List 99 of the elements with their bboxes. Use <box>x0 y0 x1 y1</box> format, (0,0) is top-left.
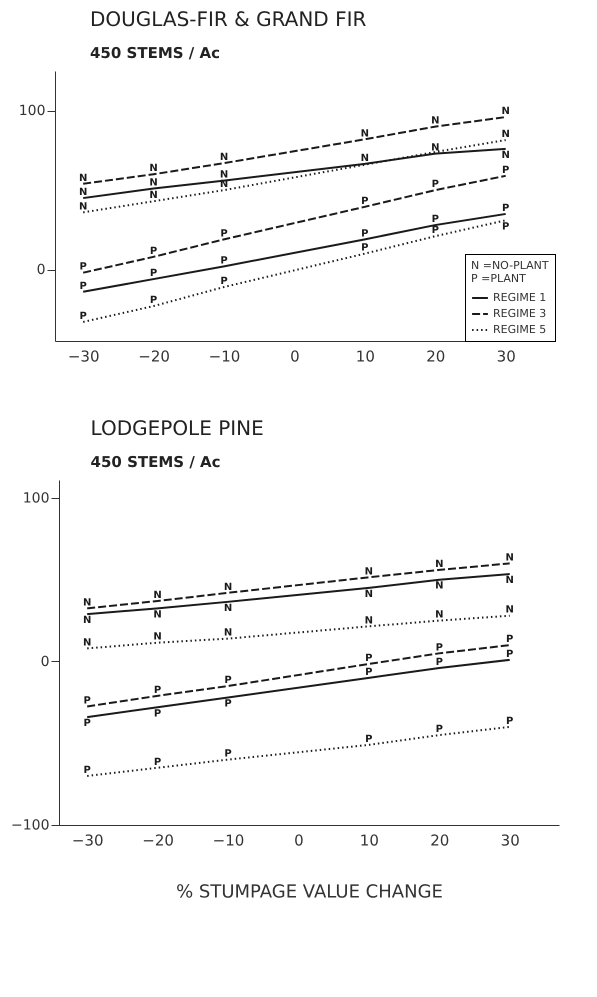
x-tick-label: −20 <box>138 348 170 366</box>
annotation: P <box>502 202 510 214</box>
annotation: N <box>153 609 162 620</box>
x-tick-label: 30 <box>496 348 516 366</box>
annotation: N <box>149 190 158 202</box>
x-tick-label: 30 <box>500 832 520 850</box>
annotation: P <box>150 295 158 306</box>
chart-title: DOUGLAS-FIR & GRAND FIR <box>90 7 366 31</box>
annotation: N <box>431 142 440 154</box>
annotation: P <box>502 221 510 232</box>
annotation: N <box>360 128 370 140</box>
annotation: P <box>361 242 369 254</box>
annotation: P <box>365 734 373 745</box>
x-tick-label: 10 <box>360 832 379 850</box>
annotation: P <box>361 228 369 240</box>
annotation: N <box>82 637 92 648</box>
chart-subtitle: 450 STEMS / Ac <box>90 453 221 471</box>
annotation: P <box>83 764 91 776</box>
annotation: P <box>506 648 514 660</box>
annotation: N <box>502 106 510 118</box>
annotation: N <box>506 604 514 616</box>
x-tick-label: −10 <box>212 832 244 850</box>
annotation: N <box>364 615 374 626</box>
annotation: N <box>153 632 162 643</box>
annotation: N <box>435 558 444 570</box>
annotation: P <box>154 708 162 720</box>
annotation: P <box>79 262 87 273</box>
x-tick-label: −30 <box>72 832 104 850</box>
chart-title: LODGEPOLE PINE <box>90 416 264 440</box>
annotation: N <box>82 615 92 626</box>
annotation: N <box>435 580 444 592</box>
annotation: P <box>506 716 514 727</box>
annotation: P <box>432 179 439 190</box>
annotation: P <box>361 196 369 207</box>
x-axis-title: % STUMPAGE VALUE CHANGE <box>176 882 443 902</box>
legend-label: REGIME 1 <box>493 291 546 304</box>
annotation: P <box>224 675 232 686</box>
annotation: N <box>149 163 158 174</box>
x-tick-label: 0 <box>290 348 300 366</box>
annotation: N <box>506 575 514 586</box>
annotation: N <box>149 178 158 189</box>
x-tick-label: 20 <box>426 348 446 366</box>
annotation: N <box>220 170 228 181</box>
annotation: N <box>506 552 514 564</box>
x-tick-label: 0 <box>294 832 304 850</box>
annotation: P <box>79 280 87 292</box>
annotation: P <box>436 642 443 654</box>
annotation: P <box>432 225 439 236</box>
chart-subtitle: 450 STEMS / Ac <box>90 44 220 62</box>
annotation: P <box>220 228 228 240</box>
annotation: N <box>360 152 370 164</box>
legend-label: REGIME 5 <box>493 323 546 336</box>
y-tick-label: 0 <box>40 654 50 670</box>
annotation: P <box>220 276 228 287</box>
annotation: N <box>364 588 374 600</box>
annotation: P <box>224 698 232 710</box>
x-tick-label: 10 <box>356 348 375 366</box>
x-tick-label: −30 <box>68 348 100 366</box>
x-tick-label: −20 <box>142 832 174 850</box>
annotation: N <box>224 602 232 614</box>
annotation: P <box>83 718 91 730</box>
annotation: P <box>150 268 158 280</box>
line-series <box>86 726 511 777</box>
annotation: N <box>224 582 232 593</box>
legend-label: REGIME 3 <box>493 307 546 320</box>
annotation: P <box>506 634 514 646</box>
y-tick-label: 100 <box>22 490 50 506</box>
x-tick-label: −10 <box>208 348 240 366</box>
annotation: P <box>436 657 443 668</box>
y-tick-label: 0 <box>36 262 46 278</box>
annotation: P <box>150 246 158 257</box>
annotation: P <box>365 666 373 678</box>
annotation: N <box>220 152 228 164</box>
annotation: P <box>220 255 228 266</box>
y-tick-label: 100 <box>18 103 46 120</box>
annotation: N <box>78 187 88 198</box>
annotation: P <box>436 724 443 736</box>
annotation: N <box>435 610 444 621</box>
annotation: P <box>79 310 87 322</box>
x-tick-label: 20 <box>430 832 450 850</box>
annotation: N <box>78 201 88 212</box>
annotation: N <box>502 150 510 161</box>
annotation: P <box>432 214 439 226</box>
annotation: P <box>154 684 162 696</box>
annotation: P <box>83 695 91 706</box>
legend-title: N =NO-PLANT P =PLANT <box>471 259 549 285</box>
annotation: N <box>502 129 510 140</box>
line-series <box>86 644 511 708</box>
annotation: N <box>431 116 440 127</box>
annotation: P <box>365 652 373 664</box>
annotation: P <box>502 164 510 176</box>
annotation: N <box>364 566 374 578</box>
y-tick-label: −100 <box>11 818 50 834</box>
annotation: N <box>78 172 88 184</box>
annotation: N <box>224 628 232 639</box>
annotation: N <box>153 590 162 601</box>
annotation: P <box>224 748 232 760</box>
annotation: N <box>82 597 92 608</box>
annotation: P <box>154 756 162 768</box>
